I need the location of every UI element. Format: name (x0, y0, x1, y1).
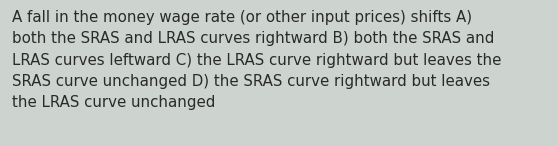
Text: A fall in the money wage rate (or other input prices) shifts A)
both the SRAS an: A fall in the money wage rate (or other … (12, 10, 502, 110)
